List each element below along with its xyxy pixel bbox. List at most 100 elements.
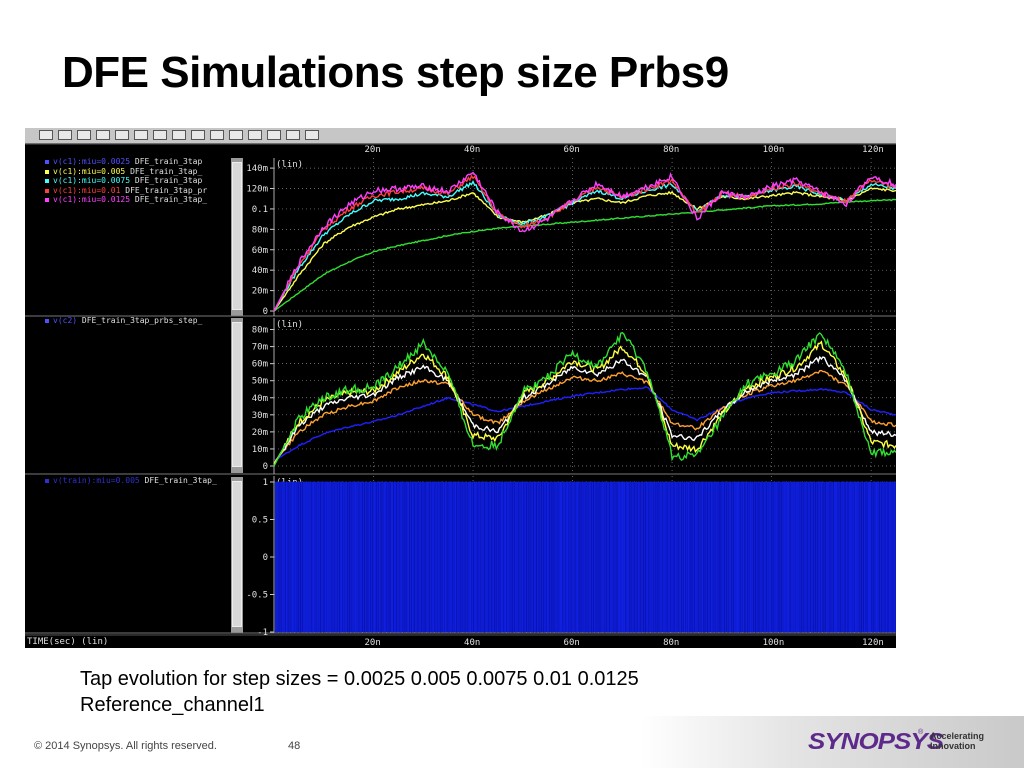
bars-icon[interactable] xyxy=(115,130,129,140)
caption-step-sizes: Tap evolution for step sizes = 0.0025 0.… xyxy=(80,668,639,690)
x-tick-label-top: 40n xyxy=(464,145,480,155)
delete-icon[interactable] xyxy=(248,130,262,140)
measure-icon[interactable] xyxy=(153,130,167,140)
legend-panel-c1: v(c1):miu=0.0025 DFE_train_3tap v(c1):miu… xyxy=(25,157,229,205)
series-line-1-3 xyxy=(273,340,896,465)
y-tick-label: -0.5 xyxy=(246,591,268,601)
legend-file: DFE_train_3tap_ xyxy=(125,166,203,176)
legend-item[interactable]: v(c1):miu=0.01 DFE_train_3tap_pr xyxy=(25,186,229,196)
legend-item[interactable]: v(c2) DFE_train_3tap_prbs_step_ xyxy=(25,316,229,326)
logo-registered-mark: ® xyxy=(918,729,924,736)
grid-icon[interactable] xyxy=(96,130,110,140)
tagline-line1: Accelerating xyxy=(930,731,985,741)
slide-caption: Tap evolution for step sizes = 0.0025 0.… xyxy=(80,666,639,718)
legend-file: DFE_train_3tap_ xyxy=(139,476,217,485)
y-tick-label: 120m xyxy=(246,185,268,195)
legend-item[interactable]: v(c1):miu=0.0025 DFE_train_3tap xyxy=(25,157,229,167)
pan-right-icon[interactable] xyxy=(210,130,224,140)
x-tick-label-bottom: 60n xyxy=(564,638,580,648)
series-line-0-4 xyxy=(273,171,896,312)
y-tick-label: 0.1 xyxy=(252,205,268,215)
x-tick-label-top: 80n xyxy=(663,145,679,155)
pan-left-icon[interactable] xyxy=(191,130,205,140)
legend-swatch xyxy=(45,479,49,483)
legend-file: DFE_train_3tap xyxy=(130,157,203,166)
legend-panel-c2: v(c2) DFE_train_3tap_prbs_step_ xyxy=(25,316,229,326)
series-line-0-1 xyxy=(273,187,896,312)
time-axis-label: TIME(sec) (lin) xyxy=(27,637,109,647)
series-line-1-1 xyxy=(273,369,896,464)
y-tick-label: 1 xyxy=(263,478,268,488)
legend-file: DFE_train_3tap_pr xyxy=(120,185,208,195)
y-tick-label: 30m xyxy=(252,411,268,421)
legend-swatch xyxy=(45,169,49,174)
y-tick-label: 60m xyxy=(252,360,268,370)
x-tick-label-bottom: 20n xyxy=(365,638,381,648)
legend-swatch xyxy=(45,198,49,202)
train-fill xyxy=(275,482,896,632)
copy-icon[interactable] xyxy=(229,130,243,140)
y-tick-label: 20m xyxy=(252,287,268,297)
y-tick-label: 40m xyxy=(252,394,268,404)
y-tick-label: 80m xyxy=(252,326,268,336)
legend-file: DFE_train_3tap_prbs_step_ xyxy=(77,316,203,325)
x-tick-label-bottom: 100n xyxy=(763,638,785,648)
series-line-1-4 xyxy=(273,331,896,467)
cursor-icon[interactable] xyxy=(172,130,186,140)
x-tick-label-bottom: 80n xyxy=(663,638,679,648)
viewer-toolbar xyxy=(25,128,896,144)
y-tick-label: 0 xyxy=(263,307,268,317)
legend-panel-train: v(train):miu=0.005 DFE_train_3tap_ xyxy=(25,476,229,486)
x-tick-label-top: 20n xyxy=(365,145,381,155)
export-icon[interactable] xyxy=(305,130,319,140)
legend-item[interactable]: v(c1):miu=0.0075 DFE_train_3tap xyxy=(25,176,229,186)
page-number: 48 xyxy=(288,740,301,752)
scrollbar-panel-c2[interactable] xyxy=(231,318,243,473)
logo-tagline: Accelerating Innovation xyxy=(930,731,984,751)
print-icon[interactable] xyxy=(134,130,148,140)
synopsys-logo: SYNOPSYS xyxy=(808,727,944,755)
window-icon[interactable] xyxy=(286,130,300,140)
edit-icon[interactable] xyxy=(267,130,281,140)
zoom-out-icon[interactable] xyxy=(58,130,72,140)
legend-swatch xyxy=(45,179,49,183)
legend-signal: v(c1):miu=0.0125 xyxy=(53,195,131,204)
y-tick-label: 40m xyxy=(252,266,268,276)
legend-item[interactable]: v(c1):miu=0.005 DFE_train_3tap_ xyxy=(25,167,229,177)
legend-swatch xyxy=(45,188,49,193)
zoom-in-icon[interactable] xyxy=(39,130,53,140)
footer-bar xyxy=(640,716,1024,768)
y-tick-label: 20m xyxy=(252,428,268,438)
series-line-0-2 xyxy=(273,179,896,312)
slide-title: DFE Simulations step size Prbs9 xyxy=(62,48,729,97)
y-tick-label: 10m xyxy=(252,445,268,455)
series-line-1-0 xyxy=(273,386,896,462)
legend-item[interactable]: v(train):miu=0.005 DFE_train_3tap_ xyxy=(25,476,229,486)
copyright-text: © 2014 Synopsys. All rights reserved. xyxy=(34,740,217,752)
y-tick-label: 80m xyxy=(252,225,268,235)
zoom-fit-icon[interactable] xyxy=(77,130,91,140)
legend-item[interactable]: v(c1):miu=0.0125 DFE_train_3tap_ xyxy=(25,195,229,205)
legend-signal: v(c1):miu=0.0075 xyxy=(53,176,131,185)
y-tick-label: 140m xyxy=(246,164,268,174)
y-tick-label: 50m xyxy=(252,377,268,387)
legend-signal: v(c1):miu=0.005 xyxy=(53,166,126,176)
legend-file: DFE_train_3tap_ xyxy=(130,195,208,204)
train-waveform xyxy=(274,481,896,633)
y-tick-label: 0 xyxy=(263,462,268,472)
y-tick-label: 0 xyxy=(263,553,268,563)
legend-swatch xyxy=(45,319,49,323)
legend-signal: v(train):miu=0.005 xyxy=(53,476,140,485)
scrollbar-panel-train[interactable] xyxy=(231,477,243,633)
series-line-0-0 xyxy=(273,198,896,312)
legend-signal: v(c1):miu=0.0025 xyxy=(53,157,131,166)
unit-label: (lin) xyxy=(276,320,303,330)
scrollbar-panel-c1[interactable] xyxy=(231,158,243,316)
y-tick-label: 70m xyxy=(252,343,268,353)
waveform-plots: 20n 20n 40n 40n 60n 60n 80n 80n 100n 100n 120n 120n… xyxy=(25,143,896,648)
legend-signal: v(c1):miu=0.01 xyxy=(53,185,121,195)
x-tick-label-top: 120n xyxy=(862,145,884,155)
tagline-line2: Innovation xyxy=(930,741,976,751)
x-tick-label-top: 60n xyxy=(564,145,580,155)
x-tick-label-bottom: 120n xyxy=(862,638,884,648)
